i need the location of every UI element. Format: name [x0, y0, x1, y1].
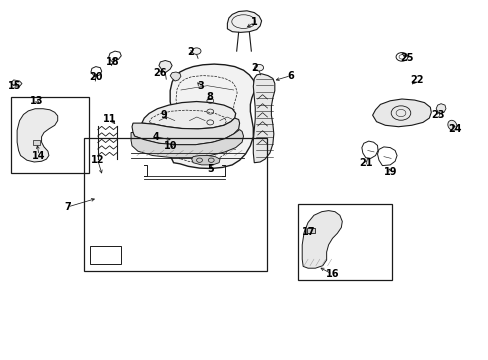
Polygon shape [132, 118, 239, 145]
Polygon shape [170, 72, 181, 81]
Text: 13: 13 [30, 96, 43, 106]
Text: 5: 5 [206, 164, 213, 174]
Text: 23: 23 [430, 110, 444, 120]
Text: 15: 15 [8, 81, 21, 91]
Bar [11, 97, 89, 173]
Polygon shape [302, 211, 342, 268]
Text: 20: 20 [89, 72, 102, 82]
Polygon shape [142, 102, 235, 129]
Text: 1: 1 [250, 17, 257, 27]
Text: 22: 22 [409, 75, 423, 85]
Polygon shape [191, 156, 220, 165]
Text: 8: 8 [206, 92, 213, 102]
Circle shape [254, 64, 263, 71]
Text: 11: 11 [103, 114, 117, 124]
Bar [33, 140, 40, 145]
Polygon shape [11, 80, 22, 86]
Bar [90, 246, 121, 264]
Polygon shape [372, 99, 430, 127]
Text: 3: 3 [197, 81, 203, 91]
Text: 4: 4 [153, 132, 160, 142]
Polygon shape [227, 11, 261, 32]
Bar [306, 228, 314, 233]
Text: 2: 2 [250, 63, 257, 73]
Text: 12: 12 [91, 155, 104, 165]
Bar [298, 204, 391, 280]
Text: 24: 24 [447, 124, 461, 134]
Text: 16: 16 [325, 269, 339, 279]
Text: 2: 2 [187, 47, 194, 57]
Ellipse shape [447, 120, 456, 130]
Bar [84, 138, 267, 271]
Text: 17: 17 [302, 227, 315, 237]
Polygon shape [131, 130, 243, 158]
Text: 6: 6 [287, 71, 294, 81]
Polygon shape [253, 74, 274, 163]
Circle shape [192, 48, 201, 54]
Text: 14: 14 [32, 150, 46, 161]
Text: 26: 26 [153, 68, 167, 78]
Polygon shape [159, 60, 172, 73]
Text: 18: 18 [105, 57, 119, 67]
Polygon shape [17, 109, 58, 162]
Text: 9: 9 [160, 110, 167, 120]
Text: 21: 21 [358, 158, 372, 168]
Polygon shape [435, 104, 445, 113]
Text: 10: 10 [164, 141, 178, 151]
Polygon shape [168, 64, 255, 168]
Text: 7: 7 [64, 202, 71, 212]
Text: 19: 19 [383, 167, 396, 177]
Text: 25: 25 [399, 53, 413, 63]
